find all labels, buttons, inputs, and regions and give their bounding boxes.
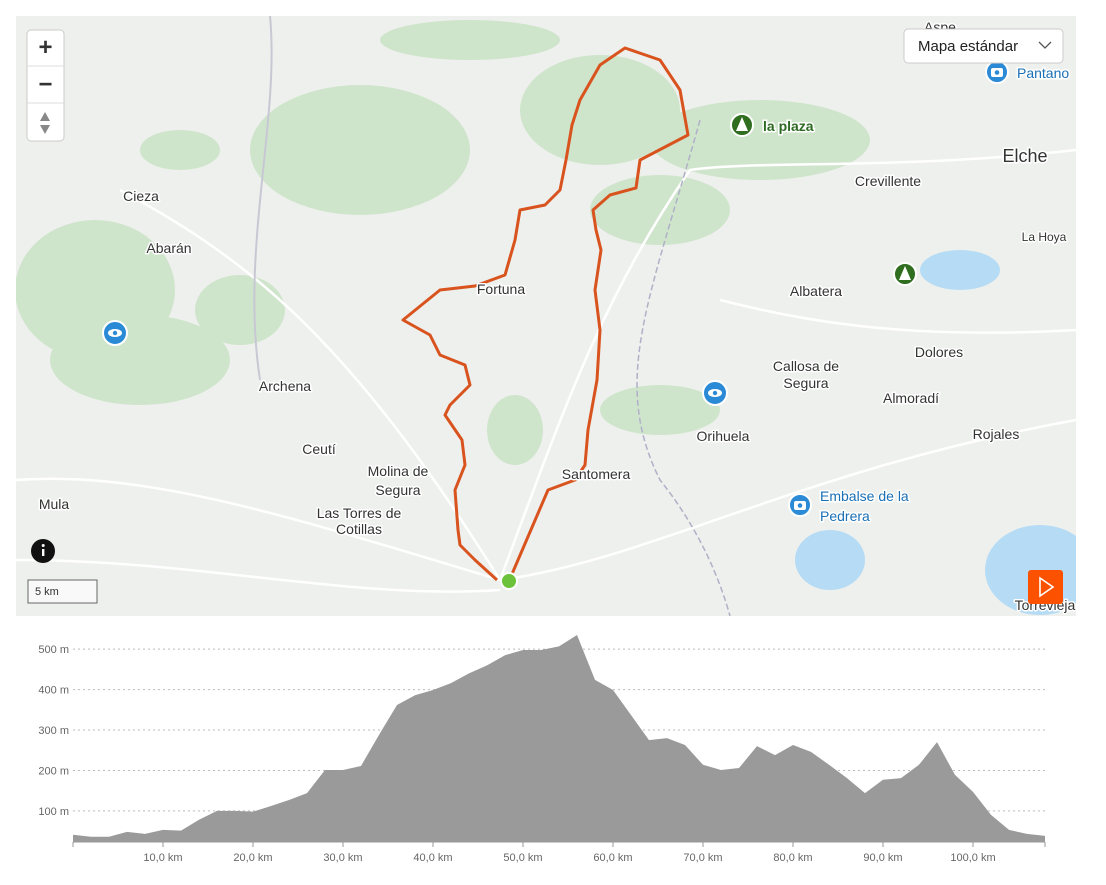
place-label: Cieza xyxy=(123,188,159,204)
x-tick-label: 60,0 km xyxy=(593,852,632,864)
elevation-chart: 100 m 200 m 300 m 400 m 500 m 10,0 km 20,0 km 3… xyxy=(38,635,1046,864)
place-label: Santomera xyxy=(562,466,631,482)
place-label: Callosa de xyxy=(773,358,839,374)
place-label: Segura xyxy=(783,375,828,391)
poi-label[interactable]: Pantano xyxy=(1016,64,1071,83)
y-tick-label: 100 m xyxy=(38,806,69,818)
place-label: Fortuna xyxy=(477,281,525,297)
map[interactable]: Aspe Cieza Abarán Archena Ceutí Molina d… xyxy=(15,16,1095,616)
x-tick-label: 20,0 km xyxy=(233,852,272,864)
x-tick-label: 90,0 km xyxy=(863,852,902,864)
place-label: Cotillas xyxy=(336,521,382,537)
place-label: Orihuela xyxy=(697,428,750,444)
place-label: Segura xyxy=(375,482,420,498)
place-label: Abarán xyxy=(146,240,191,256)
y-tick-label: 400 m xyxy=(38,685,69,697)
zoom-control xyxy=(26,29,65,142)
railway xyxy=(636,119,731,616)
x-tick-label: 10,0 km xyxy=(143,852,182,864)
railway xyxy=(253,16,273,381)
place-label: Almoradí xyxy=(883,390,939,406)
scale-bar xyxy=(27,579,98,604)
place-label: Ceutí xyxy=(302,441,336,457)
flyover-button[interactable] xyxy=(1028,570,1063,604)
route-start xyxy=(500,572,518,590)
poi-icons xyxy=(102,60,1009,517)
place-label: Molina de xyxy=(368,463,429,479)
elevation-area xyxy=(73,635,1045,842)
play-icon xyxy=(1039,576,1055,598)
x-tick-label: 100,0 km xyxy=(950,852,995,864)
route xyxy=(401,46,690,582)
place-label: La Hoya xyxy=(1022,230,1067,244)
place-label: Dolores xyxy=(915,344,963,360)
poi-label[interactable]: la plaza xyxy=(762,117,816,136)
poi-label[interactable]: Pedrera xyxy=(819,507,872,526)
zoom-in[interactable]: + xyxy=(38,34,52,61)
place-label: Albatera xyxy=(790,283,842,299)
place-label: Elche xyxy=(1002,146,1047,166)
x-tick-label: 40,0 km xyxy=(413,852,452,864)
poi-label[interactable]: Embalse de la xyxy=(819,487,911,506)
y-tick-label: 300 m xyxy=(38,725,69,737)
place-label: Crevillente xyxy=(855,173,921,189)
x-tick-label: 50,0 km xyxy=(503,852,542,864)
scale-label: 5 km xyxy=(35,586,59,598)
y-tick-label: 500 m xyxy=(38,644,69,656)
terrain xyxy=(16,20,870,465)
info-icon xyxy=(42,549,45,556)
y-tick-label: 200 m xyxy=(38,765,69,777)
place-label: Rojales xyxy=(973,426,1020,442)
style-selector-label[interactable]: Mapa estándar xyxy=(918,38,1018,55)
place-label: Las Torres de xyxy=(317,505,402,521)
x-tick-label: 80,0 km xyxy=(773,852,812,864)
place-label: Mula xyxy=(39,496,70,512)
dropdown-arrow xyxy=(1038,41,1052,49)
info-icon xyxy=(41,544,45,547)
zoom-out[interactable]: − xyxy=(38,71,52,98)
place-label: Archena xyxy=(259,378,311,394)
x-tick-label: 30,0 km xyxy=(323,852,362,864)
style-selector[interactable] xyxy=(903,28,1064,64)
x-tick-label: 70,0 km xyxy=(683,852,722,864)
